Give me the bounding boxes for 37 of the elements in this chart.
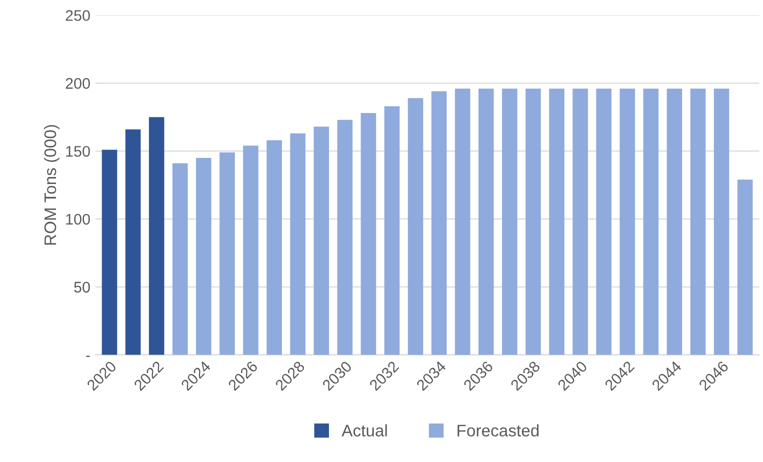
legend-label: Forecasted xyxy=(458,424,539,436)
bar xyxy=(266,140,282,355)
bar xyxy=(384,106,400,355)
y-tick-label: 200 xyxy=(66,78,90,89)
y-tick-label: 100 xyxy=(66,214,90,225)
bar xyxy=(714,88,730,355)
bar xyxy=(431,91,447,355)
y-tick-label: - xyxy=(86,356,90,357)
bar xyxy=(454,88,470,355)
bar xyxy=(502,88,518,355)
bar xyxy=(478,88,494,355)
bar xyxy=(690,88,706,355)
bar xyxy=(337,120,353,355)
bar xyxy=(526,88,541,355)
bar xyxy=(290,133,306,355)
y-tick-label: 50 xyxy=(74,282,90,293)
bar xyxy=(125,129,141,355)
legend-label: Actual xyxy=(342,424,387,436)
bar xyxy=(360,113,376,355)
bar xyxy=(220,152,235,355)
bar xyxy=(148,117,164,355)
y-tick-label: 250 xyxy=(66,10,90,21)
bar xyxy=(620,88,636,355)
bar xyxy=(243,146,258,355)
y-axis-title: ROM Tons (000) xyxy=(44,125,60,245)
bar xyxy=(666,88,682,355)
bar xyxy=(737,180,753,355)
bar xyxy=(196,158,212,355)
bar xyxy=(549,88,564,355)
bar xyxy=(596,88,612,355)
y-tick-label: 150 xyxy=(66,146,90,157)
bar xyxy=(172,163,188,355)
bar xyxy=(408,98,424,355)
bar xyxy=(314,126,330,355)
bar xyxy=(102,150,118,355)
bar xyxy=(643,88,659,355)
bar xyxy=(572,88,588,355)
